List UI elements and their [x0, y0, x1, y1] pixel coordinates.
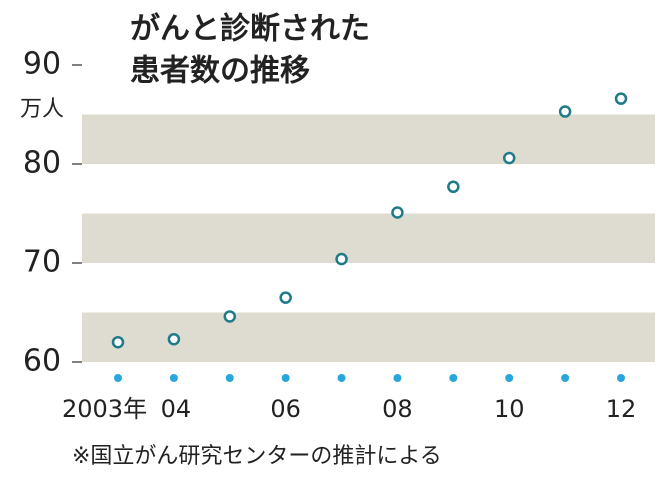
x-dot [505, 374, 514, 382]
point [223, 310, 237, 323]
x-dot [225, 374, 234, 382]
chart-title: 患者数の推移 [130, 54, 310, 89]
chart-title: がんと診断された [130, 12, 370, 47]
x-dot [114, 374, 122, 382]
x-tick-label: 10 [494, 395, 525, 423]
y-unit: 万人 [20, 97, 64, 122]
x-tick-label: 2003年 [62, 395, 147, 423]
x-dot [337, 374, 346, 382]
x-dot [169, 374, 178, 382]
band [82, 213, 655, 263]
point [502, 151, 516, 165]
point [335, 252, 348, 266]
x-dot [617, 374, 625, 382]
bands [82, 114, 655, 362]
x-dot [281, 374, 290, 382]
x-tick-label: 04 [161, 395, 192, 423]
y-tick-label: 90 [23, 47, 61, 82]
point [111, 335, 125, 349]
y-tick-label: 80 [23, 146, 61, 181]
x-tick-label: 12 [606, 395, 637, 423]
x-tick-label: 08 [382, 395, 413, 423]
x-dot [393, 374, 402, 382]
footnote: ※国立がん研究センターの推計による [72, 444, 442, 469]
x-dot [449, 374, 458, 382]
point [558, 105, 572, 118]
x-dot [561, 374, 570, 382]
point [279, 291, 292, 304]
x-tick-label: 06 [270, 395, 301, 423]
point [614, 92, 628, 105]
point [391, 206, 404, 219]
point [447, 180, 460, 194]
band [82, 114, 655, 164]
y-tick-label: 70 [23, 245, 61, 280]
point [167, 332, 181, 346]
band [82, 312, 655, 362]
y-tick-label: 60 [23, 344, 61, 379]
